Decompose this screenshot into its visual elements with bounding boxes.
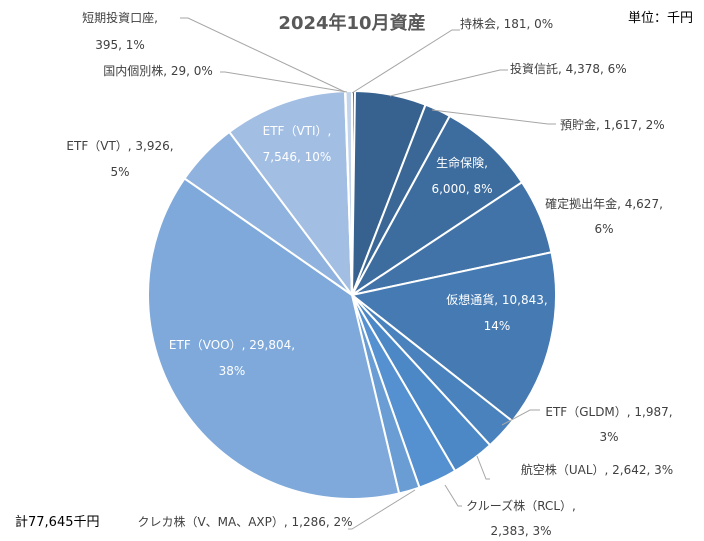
data-label: 仮想通貨, 10,843, — [446, 292, 547, 307]
leader-line — [476, 455, 490, 480]
data-label: 航空株（UAL）, 2,642, 3% — [521, 462, 673, 477]
total-note: 計77,645千円 — [15, 514, 100, 530]
leader-line — [351, 29, 460, 94]
leader-line — [431, 109, 556, 125]
data-label: 生命保険, — [436, 155, 488, 170]
data-label: 395, 1% — [95, 38, 145, 52]
data-label: ETF（VTI）, — [263, 124, 332, 138]
data-label: 投資信託, 4,378, 6% — [510, 61, 627, 76]
pie-slice — [227, 90, 354, 299]
pie-slice — [351, 114, 524, 296]
pie-slice — [147, 177, 401, 500]
data-label: クレカ株（V、MA、AXP）, 1,286, 2% — [137, 514, 352, 529]
data-label: 国内個別株, 29, 0% — [103, 63, 213, 78]
pie-slice — [344, 89, 353, 296]
data-label: ETF（VOO）, 29,804, — [169, 338, 295, 352]
data-label: 持株会, 181, 0% — [460, 16, 553, 31]
leader-line — [180, 17, 346, 93]
data-label: 短期投資口座, — [82, 10, 158, 25]
data-label: 確定拠出年金, 4,627, — [545, 196, 663, 211]
chart-title: 2024年10月資産 — [278, 12, 425, 34]
data-label: 14% — [484, 319, 511, 333]
leader-line — [444, 484, 462, 507]
data-label: 38% — [219, 364, 246, 378]
data-label: 6,000, 8% — [431, 182, 492, 196]
data-label: 6% — [594, 222, 613, 236]
data-label: 3% — [599, 430, 618, 444]
pie-slice — [349, 251, 557, 423]
unit-note: 単位：千円 — [628, 10, 693, 26]
data-label: ETF（VT）, 3,926, — [66, 139, 173, 153]
data-label: 預貯金, 1,617, 2% — [560, 117, 665, 132]
data-label: 2,383, 3% — [490, 524, 551, 538]
data-label: 7,546, 10% — [263, 150, 332, 164]
data-label: 5% — [110, 165, 129, 179]
leader-line — [348, 489, 416, 530]
data-label: ETF（GLDM）, 1,987, — [545, 405, 672, 419]
leader-line — [389, 69, 508, 97]
data-label: クルーズ株（RCL）, — [466, 498, 576, 513]
leader-line — [220, 71, 348, 93]
leader-line — [501, 409, 540, 426]
